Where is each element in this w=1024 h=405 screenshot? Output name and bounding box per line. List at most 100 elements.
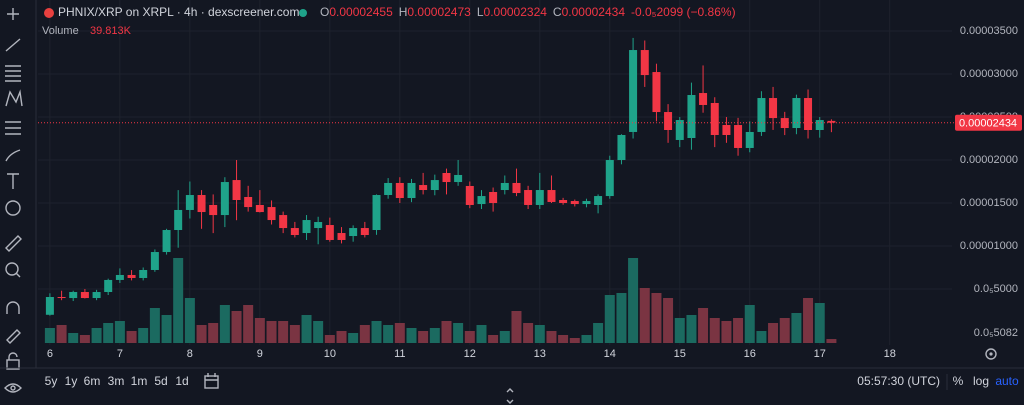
- candle-body: [827, 120, 836, 123]
- candle-body: [652, 72, 661, 113]
- range-button[interactable]: 5d: [154, 374, 167, 388]
- candle-body: [185, 195, 194, 210]
- emoji-tool[interactable]: [5, 200, 21, 216]
- candle-body: [80, 292, 89, 299]
- volume-bar: [779, 318, 790, 343]
- visibility-tool[interactable]: [4, 383, 22, 393]
- fib-tool[interactable]: [5, 65, 21, 82]
- candle-body: [465, 185, 474, 205]
- volume-bar: [616, 293, 627, 343]
- candle-body: [150, 252, 159, 270]
- volume-bar: [173, 258, 184, 343]
- volume-bar: [546, 331, 557, 343]
- candle-body: [360, 228, 369, 235]
- auto-toggle[interactable]: auto: [995, 374, 1019, 388]
- prediction-tool[interactable]: [5, 121, 21, 135]
- y-tick-label: 0.00003500: [960, 25, 1018, 37]
- candle-body: [174, 209, 183, 231]
- status-dot: [299, 9, 307, 17]
- candle-body: [570, 201, 579, 205]
- candle-body: [290, 228, 299, 235]
- volume-bar: [581, 335, 592, 343]
- candle-body: [127, 274, 136, 278]
- volume-bar: [243, 305, 254, 343]
- range-button[interactable]: 3m: [108, 374, 125, 388]
- magnet-tool[interactable]: [6, 301, 20, 314]
- candle-body: [209, 204, 218, 216]
- volume-name: Volume: [42, 25, 79, 37]
- range-button[interactable]: 1m: [131, 374, 148, 388]
- ohlc-legend: O0.00002455 H0.00002473 L0.00002324 C0.0000…: [320, 5, 736, 19]
- candle-body: [255, 204, 264, 213]
- last-price-label: 0.00002434: [959, 118, 1017, 130]
- candle-body: [804, 98, 813, 131]
- candle-body: [605, 160, 614, 197]
- volume-bar: [231, 311, 242, 343]
- volume-bar: [511, 311, 522, 343]
- candle-body: [92, 292, 101, 299]
- candle-body: [419, 185, 428, 191]
- candle-body: [734, 125, 743, 148]
- crosshair-tool[interactable]: [7, 8, 19, 20]
- legend-key: C: [553, 5, 562, 19]
- candle-body: [45, 296, 54, 315]
- volume-bar: [394, 323, 405, 343]
- candle-body: [547, 190, 556, 202]
- pattern-tool[interactable]: [5, 89, 23, 107]
- draw-mode-tool[interactable]: [6, 329, 21, 344]
- volume-bar: [301, 315, 312, 343]
- text-tool[interactable]: [7, 173, 19, 189]
- x-tick-label: 8: [187, 348, 193, 360]
- volume-bar: [803, 298, 814, 343]
- volume-bar: [756, 331, 767, 343]
- volume-bar: [826, 339, 837, 343]
- legend-value: 0.00002455: [329, 5, 393, 19]
- candle-body: [337, 233, 346, 240]
- volume-bar: [464, 331, 475, 343]
- range-button[interactable]: 5y: [45, 374, 58, 388]
- volume-bar: [126, 331, 137, 343]
- volume-bar: [114, 321, 125, 343]
- volume-bar: [791, 313, 802, 343]
- range-button[interactable]: 1y: [65, 374, 78, 388]
- candle-body: [314, 222, 323, 229]
- range-button[interactable]: 1d: [175, 374, 188, 388]
- volume-bar: [359, 325, 370, 343]
- legend-key: H: [399, 5, 408, 19]
- candle-body: [815, 120, 824, 131]
- settings-button[interactable]: [985, 348, 997, 360]
- percent-toggle[interactable]: %: [953, 374, 964, 388]
- range-button[interactable]: 6m: [84, 374, 101, 388]
- candle-body: [244, 196, 253, 208]
- volume-bar: [418, 331, 429, 343]
- lock-tool[interactable]: [6, 352, 20, 370]
- x-tick-label: 11: [394, 348, 405, 360]
- date-range-button[interactable]: [204, 373, 219, 389]
- brush-tool[interactable]: [5, 149, 21, 162]
- ruler-tool[interactable]: [5, 235, 22, 252]
- candle-body: [535, 190, 544, 205]
- trend-line-tool[interactable]: [5, 38, 21, 52]
- candle-body: [500, 182, 509, 191]
- candle-body: [699, 93, 708, 105]
- candle-body: [267, 207, 276, 221]
- volume-bar: [208, 323, 219, 343]
- candle-body: [69, 292, 78, 299]
- candle-body: [745, 131, 754, 148]
- resize-handle[interactable]: [506, 388, 514, 404]
- log-toggle[interactable]: log: [973, 374, 989, 388]
- candle-body: [454, 174, 463, 183]
- symbol-title: PHNIX/XRP on XRPL · 4h · dexscreener.com: [58, 5, 299, 19]
- zoom-tool[interactable]: [5, 262, 21, 278]
- candle-body: [57, 296, 66, 299]
- volume-bar: [698, 308, 709, 343]
- volume-bar: [219, 305, 230, 343]
- candle-body: [722, 125, 731, 135]
- candle-body: [477, 196, 486, 205]
- volume-bar: [674, 318, 685, 343]
- candle-body: [197, 195, 206, 213]
- volume-bar: [56, 325, 67, 343]
- volume-layer: [44, 258, 837, 343]
- candle-body: [582, 201, 591, 205]
- y-axis-bottom-label: 0.0₅5082: [974, 327, 1018, 339]
